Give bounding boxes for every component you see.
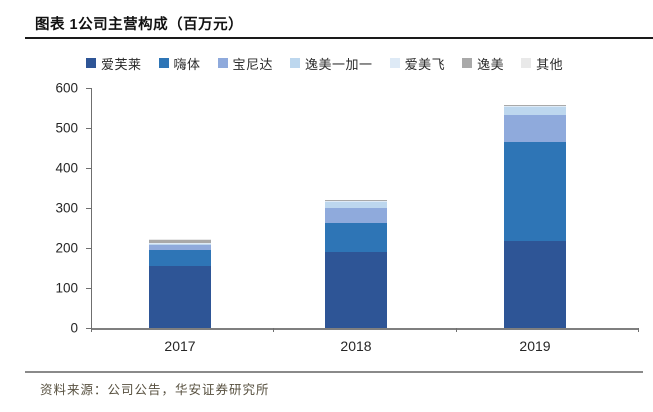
y-axis-tick-mark	[86, 248, 91, 249]
legend-item-7: 其他	[521, 54, 563, 73]
y-axis-tick-mark	[86, 328, 91, 329]
legend-swatch-icon	[290, 58, 301, 68]
source-note: 资料来源：公司公告，华安证券研究所	[40, 383, 270, 397]
y-axis-tick-label: 300	[55, 200, 78, 216]
x-axis-tick-mark	[273, 328, 275, 332]
legend-item-6: 逸美	[462, 54, 504, 73]
x-axis-tick-label: 2017	[164, 338, 196, 354]
bar-segment-爱芙莱	[325, 252, 387, 328]
legend-label: 逸美	[477, 56, 505, 72]
y-axis-tick-label: 600	[55, 80, 78, 96]
bar-segment-嗨体	[325, 222, 387, 252]
legend-label: 逸美一加一	[305, 56, 373, 72]
bar-segment-宝尼达	[149, 245, 211, 251]
bar-segment-逸美	[504, 105, 566, 107]
legend-swatch-icon	[86, 58, 96, 68]
bar-segment-其他	[149, 239, 211, 241]
legend-item-5: 爱美飞	[389, 54, 446, 73]
legend-item-2: 嗨体	[158, 54, 201, 73]
x-axis-tick-label: 2019	[519, 338, 551, 354]
bar-segment-宝尼达	[504, 115, 566, 143]
legend-swatch-icon	[158, 58, 169, 68]
bar-segment-爱美飞	[504, 106, 566, 108]
figure-title: 图表 1公司主营构成（百万元）	[35, 17, 244, 33]
y-axis-tick-label: 500	[55, 120, 78, 136]
legend-label: 爱芙莱	[101, 56, 142, 72]
bar-2018	[325, 199, 387, 328]
legend-label: 其他	[536, 56, 564, 72]
legend-item-4: 逸美一加一	[290, 54, 373, 73]
y-axis-tick-mark	[86, 208, 91, 209]
bar-segment-嗨体	[504, 142, 566, 241]
legend-swatch-icon	[521, 58, 532, 68]
bar-segment-爱芙莱	[149, 265, 211, 328]
chart-legend: 爱芙莱 嗨体 宝尼达 逸美一加一 爱美飞 逸美 其他	[86, 54, 646, 73]
y-axis-tick-label: 200	[55, 240, 78, 256]
y-axis-tick-label: 400	[55, 160, 78, 176]
bar-segment-爱美飞	[325, 201, 387, 203]
y-axis-tick-mark	[86, 288, 91, 289]
legend-label: 宝尼达	[232, 56, 274, 72]
y-axis-line	[91, 88, 92, 328]
legend-item-3: 宝尼达	[217, 54, 274, 73]
bar-segment-逸美	[149, 240, 211, 244]
legend-swatch-icon	[389, 58, 400, 68]
bar-segment-逸美一加一	[504, 107, 566, 116]
bar-segment-爱芙莱	[504, 240, 566, 328]
bar-segment-逸美一加一	[149, 243, 211, 246]
x-axis-tick-mark	[91, 328, 92, 332]
y-axis-tick-mark	[86, 168, 91, 169]
y-axis-tick-mark	[86, 128, 91, 129]
x-axis-tick-label: 2018	[340, 338, 372, 354]
x-axis-tick-mark	[455, 328, 457, 332]
bar-segment-逸美	[325, 200, 387, 202]
bar-segment-逸美一加一	[325, 202, 387, 209]
x-axis-tick-mark	[638, 328, 639, 332]
legend-item-1: 爱芙莱	[86, 54, 142, 73]
bar-2017	[149, 239, 211, 328]
legend-label: 嗨体	[173, 56, 201, 72]
x-axis-line	[91, 328, 638, 330]
legend-swatch-icon	[217, 58, 228, 68]
y-axis-tick-label: 0	[70, 320, 78, 336]
y-axis-tick-mark	[86, 88, 91, 89]
title-divider	[25, 37, 653, 39]
legend-swatch-icon	[462, 58, 473, 68]
footer-divider	[25, 371, 643, 373]
legend-label: 爱美飞	[404, 56, 446, 72]
bar-segment-嗨体	[149, 250, 211, 266]
bar-segment-宝尼达	[325, 208, 387, 223]
bar-2019	[504, 104, 566, 328]
y-axis-tick-label: 100	[55, 280, 78, 296]
